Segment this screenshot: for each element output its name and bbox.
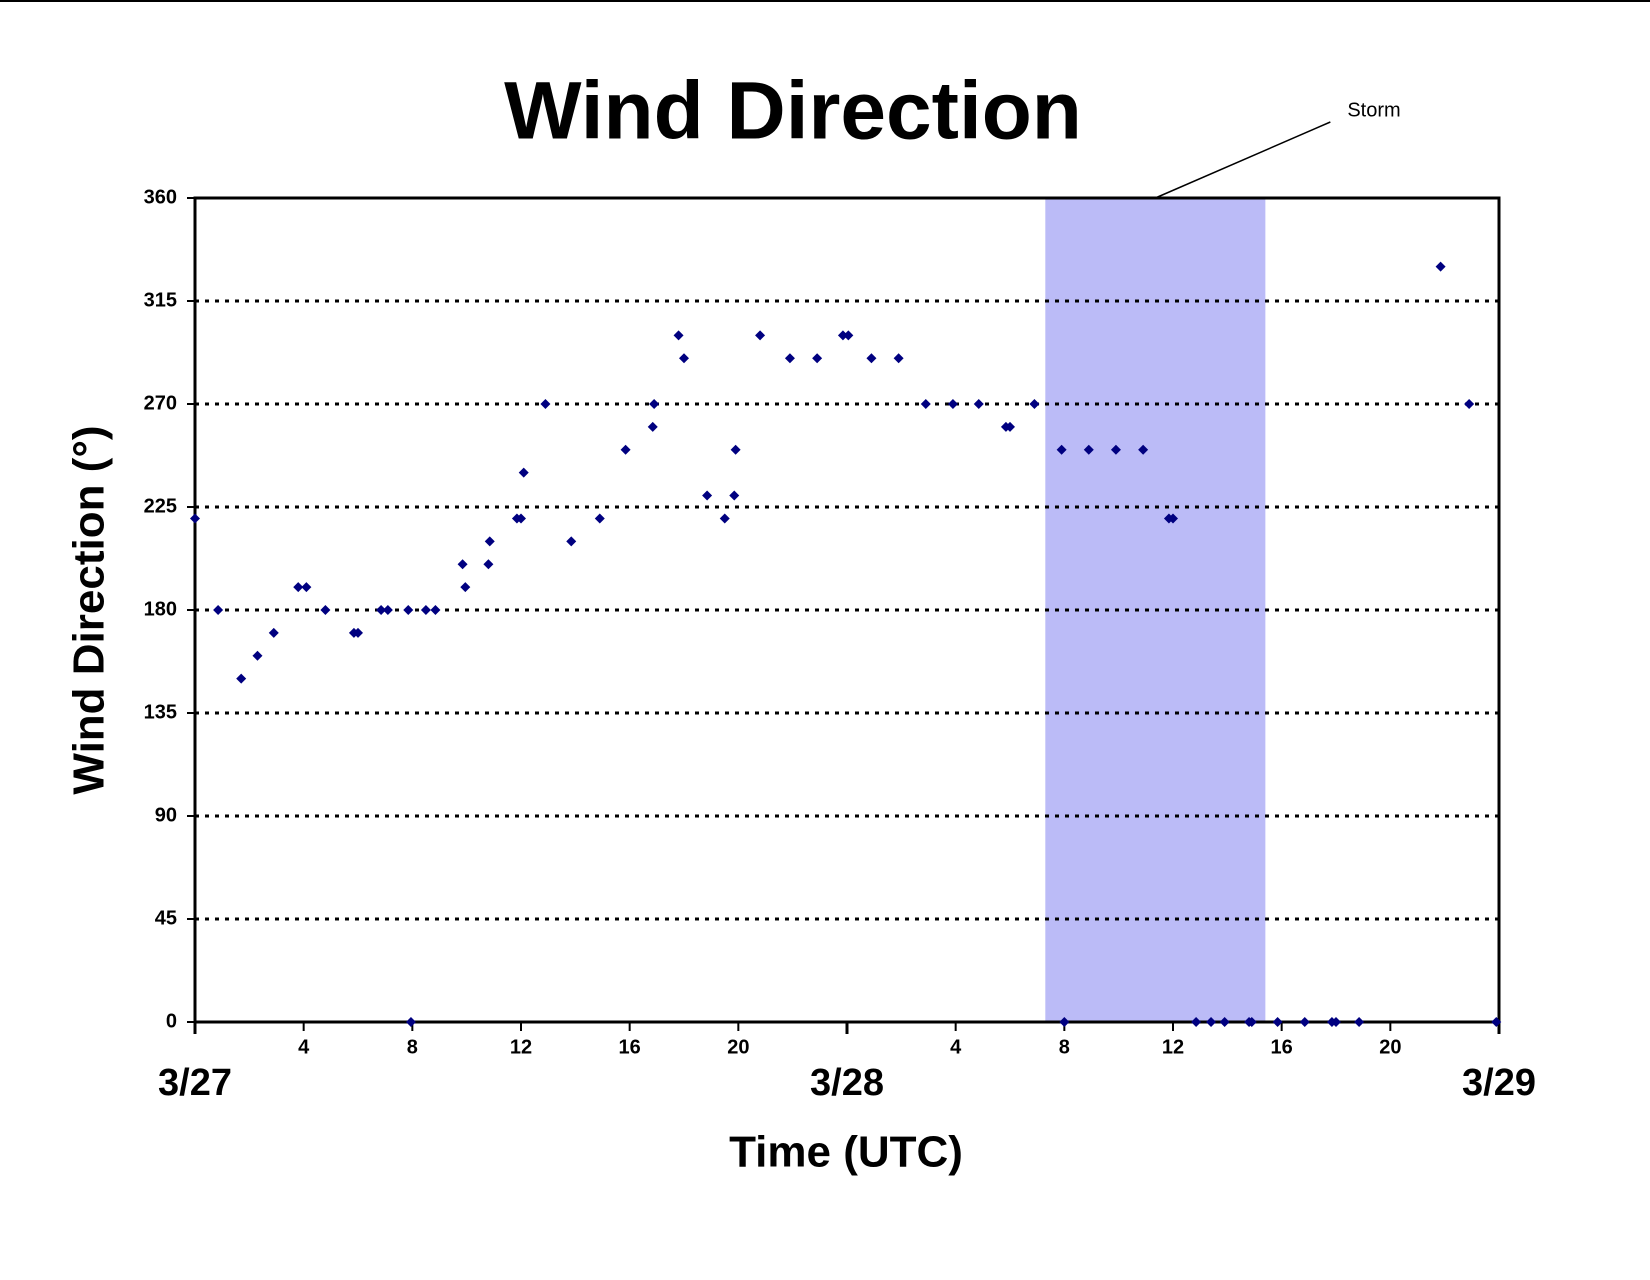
data-point [457,559,468,570]
data-point [1029,399,1040,409]
data-point [729,490,740,501]
x-axis-label: Time (UTC) [729,1128,963,1177]
data-point [594,513,605,524]
y-tick-label: 45 [155,907,177,929]
data-point [843,330,854,341]
data-point [1299,1017,1310,1027]
data-point [376,605,387,615]
x-tick-label: 4 [298,1036,310,1058]
x-tick-label: 12 [510,1036,532,1058]
x-tick-label: 16 [619,1036,641,1058]
x-tick-label: 16 [1271,1036,1293,1058]
data-point [1272,1017,1283,1027]
data-point [460,582,471,593]
x-tick-label: 20 [1379,1036,1401,1058]
data-point [649,399,660,409]
data-point [540,399,551,409]
x-date-label: 3/27 [158,1062,232,1104]
x-tick-label: 8 [407,1036,418,1058]
data-point [973,399,984,409]
data-point [1491,1017,1502,1027]
data-point [1435,261,1446,272]
data-point [893,353,904,364]
data-point [236,673,247,684]
data-point [620,444,631,455]
data-point [837,330,848,341]
y-axis-label: Wind Direction (°) [65,425,114,794]
x-date-label: 3/28 [810,1062,884,1104]
data-point [518,467,529,478]
data-point [920,399,931,409]
data-point [647,421,658,432]
data-point [784,353,795,364]
data-point [213,605,224,615]
data-point [1219,1017,1230,1027]
y-tick-label: 180 [144,598,177,620]
y-tick-label: 0 [166,1010,177,1032]
annotation-text: Storm [1347,99,1400,121]
data-point [730,444,741,455]
data-point [190,513,200,524]
data-point [268,627,279,638]
data-point [1083,444,1094,455]
y-tick-label: 360 [144,186,177,208]
data-point [1191,1017,1202,1027]
data-point [866,353,877,364]
data-point [320,605,331,615]
data-point [1354,1017,1365,1027]
y-tick-label: 315 [144,289,177,311]
data-point [301,582,312,593]
data-point [483,559,494,570]
annotation-leader [1155,121,1331,199]
x-tick-label: 4 [950,1036,962,1058]
x-tick-label: 20 [727,1036,749,1058]
data-point [679,353,689,364]
data-point [1168,513,1178,524]
data-point [420,605,431,615]
plot-frame [193,196,1501,1024]
y-tick-label: 270 [144,392,177,414]
data-point [293,582,304,593]
data-point [382,605,393,615]
data-point [516,513,526,524]
data-point [1138,444,1149,455]
data-point [430,605,441,615]
data-point [252,650,263,661]
x-tick-label: 8 [1059,1036,1070,1058]
data-point [719,513,730,524]
data-point [403,605,414,615]
data-point [405,1017,416,1027]
y-tick-label: 135 [144,701,177,723]
data-point [1464,399,1475,409]
y-tick-label: 225 [144,495,177,517]
data-point [566,536,577,547]
data-point [1056,444,1067,455]
data-point [1110,444,1121,455]
data-point [1005,421,1015,432]
data-point [947,399,958,409]
chart-title: Wind Direction [504,66,1082,157]
data-point [673,330,684,341]
data-point [702,490,713,501]
x-date-label: 3/29 [1462,1062,1536,1104]
data-point [1246,1017,1257,1027]
data-point [812,353,823,364]
data-point [1059,1017,1070,1027]
data-point [353,627,363,638]
y-tick-label: 90 [155,804,177,826]
data-point [1331,1017,1341,1027]
data-point [484,536,495,547]
x-tick-label: 12 [1162,1036,1184,1058]
data-point [755,330,766,341]
data-point [1206,1017,1217,1027]
